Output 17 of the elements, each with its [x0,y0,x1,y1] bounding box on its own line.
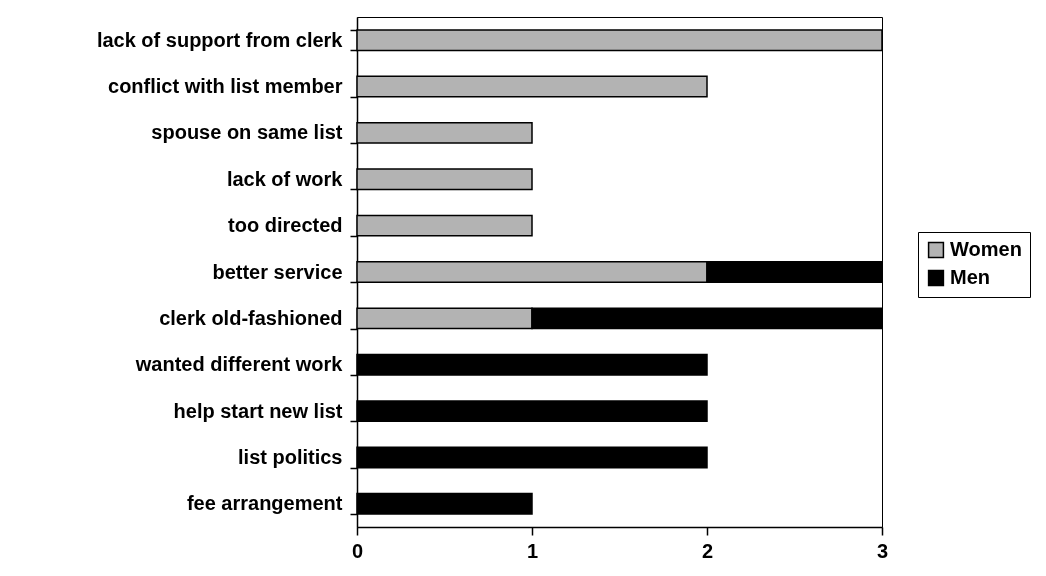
legend-label: Women [950,238,1022,260]
x-tick-label: 1 [526,539,539,562]
y-tick-label: help start new list [173,399,343,422]
x-tick-label: 0 [351,539,364,562]
y-tick-label: lack of work [226,167,344,190]
legend-label: Men [950,266,990,288]
y-tick-label: list politics [238,445,343,468]
y-tick-label: fee arrangement [186,492,343,515]
y-tick-label: wanted different work [134,353,344,376]
x-tick-label: 2 [701,539,714,562]
y-tick-label: spouse on same list [151,121,343,144]
y-tick-label: better service [212,260,343,283]
y-tick-label: conflict with list member [108,75,343,98]
y-tick-label: lack of support from clerk [96,28,344,51]
y-tick-label: too directed [228,214,343,237]
x-tick-label: 3 [876,539,889,562]
y-tick-label: clerk old-fashioned [159,306,343,329]
